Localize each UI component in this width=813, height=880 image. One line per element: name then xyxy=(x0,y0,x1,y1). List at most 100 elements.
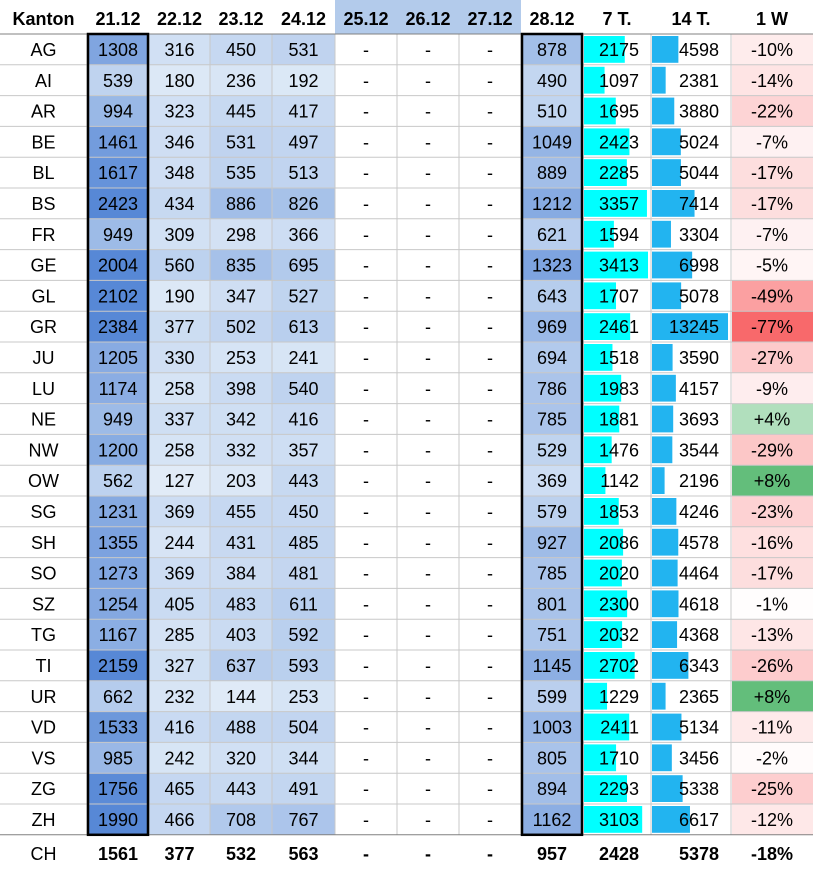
cell-day-28-12: 1049 xyxy=(532,132,572,152)
cell-day-28-12: 801 xyxy=(537,594,567,614)
table-row: OW 562 127 203 443 - - - 369 1142 2196 +8% xyxy=(28,465,813,496)
table-row: BS 2423 434 886 826 - - - 1212 3357 7414 -17% xyxy=(31,188,813,219)
bar-14-days xyxy=(652,344,673,371)
heat-cell xyxy=(210,64,272,96)
cell-day-27-12: - xyxy=(487,440,493,460)
bar-14-days xyxy=(652,36,679,63)
heat-cell xyxy=(521,95,583,127)
heat-cell xyxy=(272,650,335,681)
total-kanton: CH xyxy=(31,844,57,864)
bar-7-days xyxy=(584,775,627,802)
bar-14-days xyxy=(652,467,665,494)
heat-cell xyxy=(521,249,583,281)
cell-day-27-12: - xyxy=(487,194,493,214)
heat-cell xyxy=(87,773,149,804)
bar-14-days xyxy=(652,128,681,156)
heat-cell xyxy=(521,311,583,342)
cell-change-1-week: -27% xyxy=(751,348,793,368)
total-row: CH 1561 377 532 563 - - - 957 2428 5378 -18% xyxy=(31,844,794,864)
cell-sum-7-days: 1853 xyxy=(599,502,639,522)
heat-cell xyxy=(210,342,272,373)
table-row: LU 1174 258 398 540 - - - 786 1983 4157 -9% xyxy=(32,372,813,404)
cell-day-25-12: - xyxy=(363,440,369,460)
heat-cell xyxy=(521,403,583,435)
table-row: TG 1167 285 403 592 - - - 751 2032 4368 -13% xyxy=(31,619,813,650)
bar-7-days xyxy=(584,498,619,525)
cell-sum-14-days: 2365 xyxy=(679,687,719,707)
cell-day-24-12: 443 xyxy=(288,471,318,491)
bar-14-days xyxy=(652,621,678,648)
heat-cell xyxy=(272,680,335,712)
heat-cell xyxy=(87,403,149,435)
cell-day-26-12: - xyxy=(425,810,431,830)
bar-14-days xyxy=(652,652,689,679)
heat-cell xyxy=(210,496,272,527)
cell-change-1-week: -25% xyxy=(751,779,793,799)
table-row: SG 1231 369 455 450 - - - 579 1853 4246 -23% xyxy=(30,496,813,527)
cell-day-21-12: 1174 xyxy=(99,379,138,399)
cell-sum-14-days: 4246 xyxy=(679,502,719,522)
cell-day-22-12: 405 xyxy=(164,594,194,614)
bar-14-days xyxy=(652,405,674,433)
heat-cell xyxy=(149,64,210,96)
total-change-1-week: -18% xyxy=(751,844,793,864)
heat-cell xyxy=(210,311,272,342)
cell-change-1-week: -13% xyxy=(751,625,793,645)
percent-cell xyxy=(732,434,813,466)
heat-cell xyxy=(272,804,335,835)
heat-cell xyxy=(521,372,583,404)
cell-day-22-12: 434 xyxy=(164,194,194,214)
heat-cell xyxy=(210,372,272,404)
bar-14-days xyxy=(652,775,683,802)
cell-day-25-12: - xyxy=(363,102,369,122)
cell-day-27-12: - xyxy=(487,348,493,368)
heat-cell xyxy=(272,619,335,650)
cell-day-26-12: - xyxy=(425,564,431,584)
cell-sum-14-days: 2381 xyxy=(679,71,719,91)
frame-21-12 xyxy=(86,32,150,837)
cell-day-23-12: 384 xyxy=(226,564,256,584)
cell-day-27-12: - xyxy=(487,564,493,584)
cell-day-26-12: - xyxy=(425,718,431,738)
percent-cell xyxy=(732,650,813,681)
cell-day-25-12: - xyxy=(363,564,369,584)
bar-14-days xyxy=(652,282,682,310)
cell-sum-14-days: 5338 xyxy=(679,779,719,799)
heat-cell xyxy=(272,188,335,219)
cell-kanton: VS xyxy=(31,748,55,768)
bar-7-days xyxy=(584,36,625,63)
heat-cell xyxy=(87,526,149,558)
heat-cell xyxy=(210,95,272,127)
cell-day-23-12: 236 xyxy=(226,71,256,91)
percent-cell xyxy=(732,34,813,65)
cell-day-24-12: 497 xyxy=(288,132,318,152)
cell-day-26-12: - xyxy=(425,225,431,245)
bar-7-days xyxy=(584,313,631,340)
heat-cell xyxy=(149,496,210,527)
heat-cell xyxy=(272,526,335,558)
cell-day-22-12: 232 xyxy=(164,687,194,707)
bar-14-days xyxy=(652,528,679,556)
cell-change-1-week: +4% xyxy=(754,410,791,430)
heat-cell xyxy=(272,95,335,127)
heat-cell xyxy=(521,680,583,712)
table-row: FR 949 309 298 366 - - - 621 1594 3304 -7% xyxy=(32,218,813,250)
cell-day-23-12: 483 xyxy=(226,594,256,614)
cell-day-22-12: 377 xyxy=(164,317,194,337)
bar-7-days xyxy=(584,190,647,217)
cell-change-1-week: +8% xyxy=(754,687,791,707)
table-row: GR 2384 377 502 613 - - - 969 2461 13245 -77% xyxy=(30,311,813,342)
cell-day-21-12: 1617 xyxy=(98,163,138,183)
percent-cell xyxy=(732,342,813,373)
column-header-change-1-week: 1 W xyxy=(756,9,788,29)
cell-day-27-12: - xyxy=(487,225,493,245)
cell-day-27-12: - xyxy=(487,687,493,707)
total-sum-7-days: 2428 xyxy=(599,844,639,864)
heat-cell xyxy=(272,496,335,527)
heat-cell xyxy=(87,126,149,158)
heat-cell xyxy=(210,34,272,65)
cell-day-24-12: 417 xyxy=(288,102,318,122)
cell-kanton: SH xyxy=(31,533,56,553)
heat-cell xyxy=(87,742,149,774)
cell-day-23-12: 708 xyxy=(226,810,256,830)
